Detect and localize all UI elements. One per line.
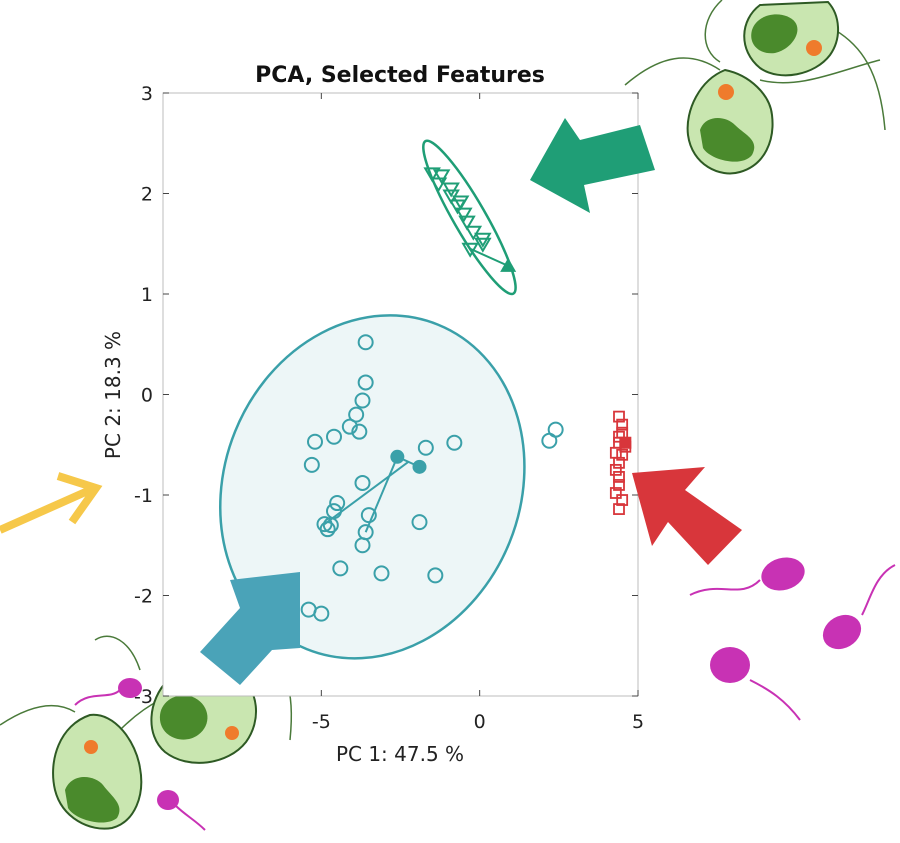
teal-point [373, 565, 390, 582]
arrows [200, 118, 742, 685]
x-tick-label: 5 [632, 711, 644, 733]
teal-point [354, 474, 371, 491]
green-point [455, 207, 473, 223]
yellow-arrow-icon [0, 472, 103, 534]
y-tick-label: 3 [141, 83, 153, 105]
green-arrow-icon [530, 118, 655, 213]
x-axis-label: PC 1: 47.5 % [336, 742, 464, 766]
teal-centroid [412, 459, 427, 474]
teal-point [446, 434, 463, 451]
red-point [609, 463, 622, 476]
teal-point [357, 374, 374, 391]
teal-point [360, 507, 377, 524]
red-arrow-icon [632, 467, 742, 565]
teal-point [354, 392, 371, 409]
green-point [464, 225, 483, 241]
green-point [442, 182, 460, 198]
teal-point [427, 567, 444, 584]
centroid-spoke [323, 461, 410, 525]
red-point [613, 479, 625, 491]
x-tick-label: -5 [312, 711, 331, 733]
teal-point [348, 406, 365, 423]
red-point [613, 503, 625, 515]
teal-point [332, 560, 349, 577]
y-tick-label: 0 [141, 385, 153, 407]
axis-ticks: -5 0 5 3 2 1 0 -1 -2 -3 [134, 83, 644, 733]
teal-point [329, 495, 346, 512]
green-ellipse [422, 139, 517, 296]
teal-point [351, 423, 368, 440]
teal-point [303, 456, 320, 473]
teal-point [326, 428, 342, 445]
green-point [448, 199, 467, 215]
teal-point [411, 514, 428, 531]
green-point [423, 167, 441, 183]
teal-centroid [390, 449, 405, 464]
red-point [613, 410, 625, 423]
teal-point [341, 418, 358, 435]
centroid-spoke [364, 456, 399, 533]
red-point [616, 448, 629, 461]
sperm-cell-icon [74, 678, 142, 706]
teal-point [307, 433, 323, 450]
teal-point [313, 605, 330, 622]
teal-point [354, 537, 371, 554]
algae-cell-icon [624, 57, 881, 175]
red-point [613, 430, 625, 443]
teal-point [319, 521, 336, 538]
teal-point [322, 517, 339, 534]
x-tick-label: 0 [474, 711, 486, 733]
data-points [300, 167, 632, 622]
red-point [616, 418, 629, 431]
green-centroid [500, 257, 517, 272]
y-axis-label: PC 2: 18.3 % [101, 331, 125, 459]
teal-point [357, 334, 374, 351]
red-point [613, 471, 625, 483]
red-centroid [619, 436, 632, 449]
red-point [609, 487, 622, 499]
chart-title: PCA, Selected Features [255, 63, 545, 88]
y-tick-label: -2 [134, 586, 153, 608]
red-point [616, 494, 629, 506]
green-point [429, 177, 448, 193]
red-point [613, 456, 625, 469]
sperm-cell-icon [822, 564, 896, 650]
sperm-cell-icon [689, 557, 805, 596]
teal-point [547, 421, 564, 438]
y-tick-label: -1 [134, 485, 153, 507]
green-spoke [469, 247, 509, 267]
algae-cell-icon [704, 0, 886, 131]
y-tick-label: 1 [141, 284, 153, 306]
green-point [432, 169, 451, 185]
teal-point [417, 439, 434, 456]
green-point [474, 237, 492, 253]
sperm-cell-icon [157, 790, 206, 831]
green-point [458, 215, 476, 231]
sperm-cell-icon [710, 647, 801, 721]
algae-cell-icon [0, 699, 161, 830]
y-tick-label: 2 [141, 184, 153, 206]
y-tick-label: -3 [134, 686, 153, 708]
blue-arrow-icon [200, 572, 300, 685]
